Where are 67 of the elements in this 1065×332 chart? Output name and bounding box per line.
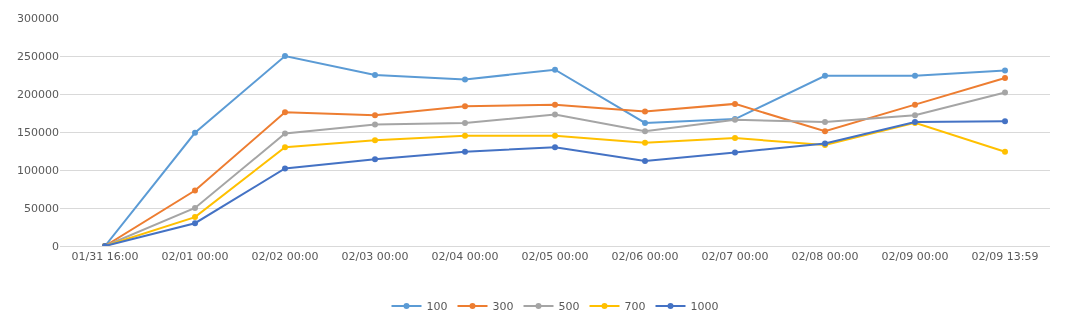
point	[552, 132, 558, 139]
point	[1002, 67, 1008, 74]
legend-label: 500	[558, 300, 580, 314]
y-tick-label: 200000	[17, 87, 59, 101]
point	[462, 76, 468, 83]
y-tick-label: 300000	[17, 11, 59, 25]
point	[642, 108, 648, 115]
point	[372, 112, 378, 119]
point	[282, 130, 288, 137]
point	[372, 72, 378, 78]
point	[372, 121, 378, 128]
x-tick-label: 02/03 00:00	[341, 250, 409, 264]
point	[642, 157, 648, 164]
point	[372, 156, 378, 163]
point	[552, 66, 558, 73]
point	[552, 101, 558, 108]
point	[462, 119, 468, 126]
legend-label: 300	[492, 300, 514, 314]
x-tick-label: 02/06 00:00	[611, 250, 679, 264]
point	[732, 149, 738, 156]
point	[552, 144, 558, 151]
x-tick-label: 02/08 00:00	[791, 250, 859, 264]
point	[912, 101, 918, 108]
legend-label: 700	[624, 300, 646, 314]
y-tick-label: 50000	[24, 201, 59, 215]
legend-label: 100	[426, 300, 448, 314]
point	[192, 220, 198, 227]
point	[732, 135, 738, 142]
point	[822, 119, 828, 126]
point	[1002, 148, 1008, 155]
point	[822, 72, 828, 79]
point	[192, 187, 198, 194]
point	[822, 128, 828, 135]
x-tick-label: 01/31 16:00	[71, 250, 139, 264]
point	[642, 139, 648, 146]
point	[282, 53, 288, 59]
y-tick-label: 100000	[17, 163, 59, 177]
x-tick-label: 02/07 00:00	[701, 250, 769, 264]
x-tick-label: 02/01 00:00	[161, 250, 229, 264]
y-tick-label: 250000	[17, 49, 59, 63]
point	[912, 72, 918, 79]
point	[1002, 118, 1008, 125]
point	[462, 148, 468, 155]
point	[912, 112, 918, 119]
point	[732, 100, 738, 107]
point	[642, 119, 648, 126]
y-tick-label: 0	[52, 239, 59, 253]
point	[192, 214, 198, 221]
point	[192, 205, 198, 211]
y-tick-label: 150000	[17, 125, 59, 139]
point	[1002, 75, 1008, 82]
point	[462, 132, 468, 139]
point	[372, 137, 378, 144]
x-tick-label: 02/09 00:00	[881, 250, 949, 264]
point	[192, 129, 198, 136]
x-tick-label: 02/02 00:00	[251, 250, 319, 264]
x-tick-label: 02/09 13:59	[971, 250, 1039, 264]
point	[552, 111, 558, 118]
point	[462, 103, 468, 110]
legend-label: 1000	[690, 300, 719, 314]
point	[1002, 89, 1008, 96]
point	[282, 144, 288, 151]
x-tick-label: 02/05 00:00	[521, 250, 589, 264]
point	[642, 128, 648, 135]
point	[282, 109, 288, 116]
point	[282, 165, 288, 172]
x-tick-label: 02/04 00:00	[431, 250, 499, 264]
